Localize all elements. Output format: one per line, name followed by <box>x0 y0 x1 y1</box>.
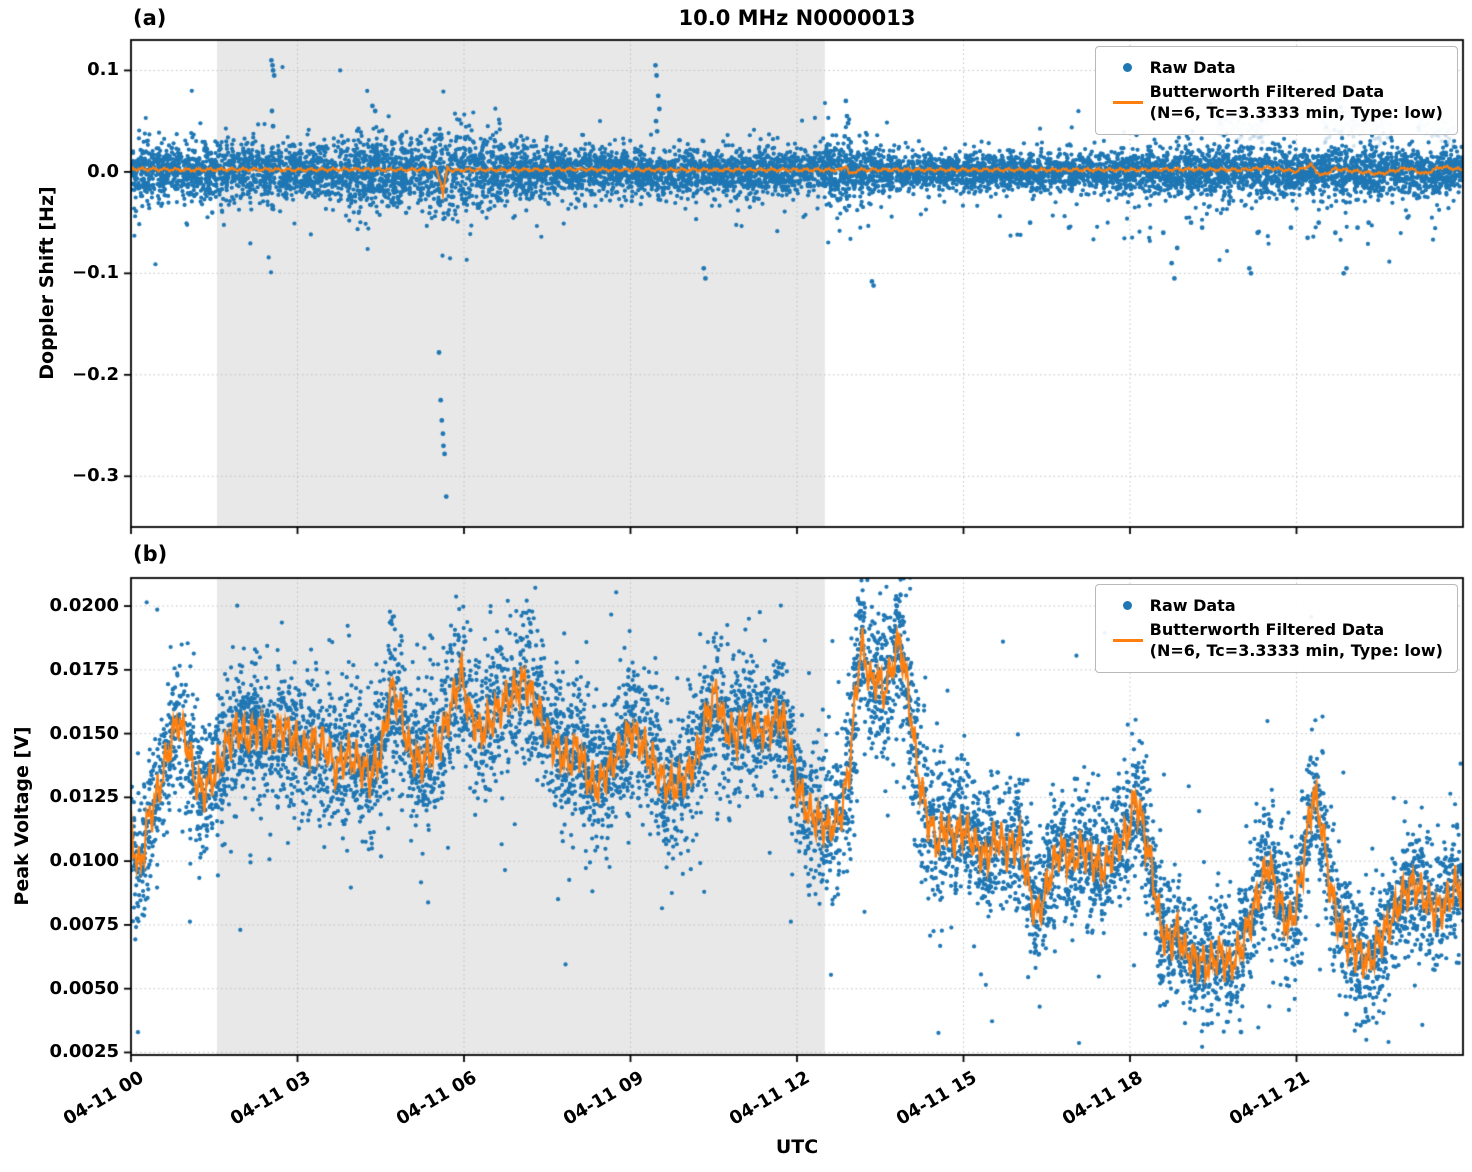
x-axis-label: UTC <box>775 1136 819 1158</box>
raw-dot-icon <box>1123 63 1133 73</box>
y-tick-label: −0.2 <box>72 363 119 385</box>
y-tick-label: −0.1 <box>72 262 119 284</box>
legend-entry-filtered: Butterworth Filtered Data (N=6, Tc=3.333… <box>1106 81 1443 124</box>
y-tick-label: −0.3 <box>72 465 119 487</box>
legend-panel-b: Raw Data Butterworth Filtered Data (N=6,… <box>1094 584 1458 673</box>
legend-entry-raw: Raw Data <box>1106 57 1443 79</box>
y-tick-label: 0.0175 <box>49 658 119 680</box>
y-tick-label: 0.0075 <box>49 913 119 935</box>
legend-entry-filtered: Butterworth Filtered Data (N=6, Tc=3.333… <box>1106 619 1443 662</box>
figure-title: 10.0 MHz N0000013 <box>678 6 916 30</box>
y-tick-label: 0.0050 <box>49 977 119 999</box>
filtered-line-icon <box>1112 100 1143 104</box>
y-tick-label: 0.0100 <box>49 850 119 872</box>
y-tick-label: 0.1 <box>87 59 119 81</box>
raw-data-marker <box>1106 63 1150 73</box>
filtered-line-icon <box>1112 638 1143 642</box>
legend-filtered-label: Butterworth Filtered Data (N=6, Tc=3.333… <box>1150 81 1443 124</box>
y-tick-label: 0.0125 <box>49 786 119 808</box>
legend-panel-a: Raw Data Butterworth Filtered Data (N=6,… <box>1094 46 1458 135</box>
legend-filtered-label: Butterworth Filtered Data (N=6, Tc=3.333… <box>1150 619 1443 662</box>
y-tick-label: 0.0150 <box>49 722 119 744</box>
raw-dot-icon <box>1123 601 1133 611</box>
y-tick-label: 0.0200 <box>49 595 119 617</box>
filtered-line-marker <box>1106 638 1150 642</box>
panel-b-label: (b) <box>133 542 168 566</box>
raw-data-marker <box>1106 601 1150 611</box>
legend-raw-label: Raw Data <box>1149 58 1236 77</box>
panel-b-ylabel: Peak Voltage [V] <box>11 726 33 906</box>
y-tick-label: 0.0 <box>87 160 119 182</box>
y-tick-label: 0.0025 <box>49 1041 119 1063</box>
legend-filtered-line1: Butterworth Filtered Data <box>1149 81 1385 101</box>
legend-filtered-line2: (N=6, Tc=3.3333 min, Type: low) <box>1149 103 1443 123</box>
panel-a-label: (a) <box>133 6 167 30</box>
legend-raw-label: Raw Data <box>1149 596 1236 615</box>
legend-entry-raw: Raw Data <box>1106 595 1443 617</box>
legend-filtered-line2: (N=6, Tc=3.3333 min, Type: low) <box>1149 641 1443 661</box>
legend-filtered-line1: Butterworth Filtered Data <box>1149 619 1385 639</box>
filtered-line-marker <box>1106 100 1150 104</box>
